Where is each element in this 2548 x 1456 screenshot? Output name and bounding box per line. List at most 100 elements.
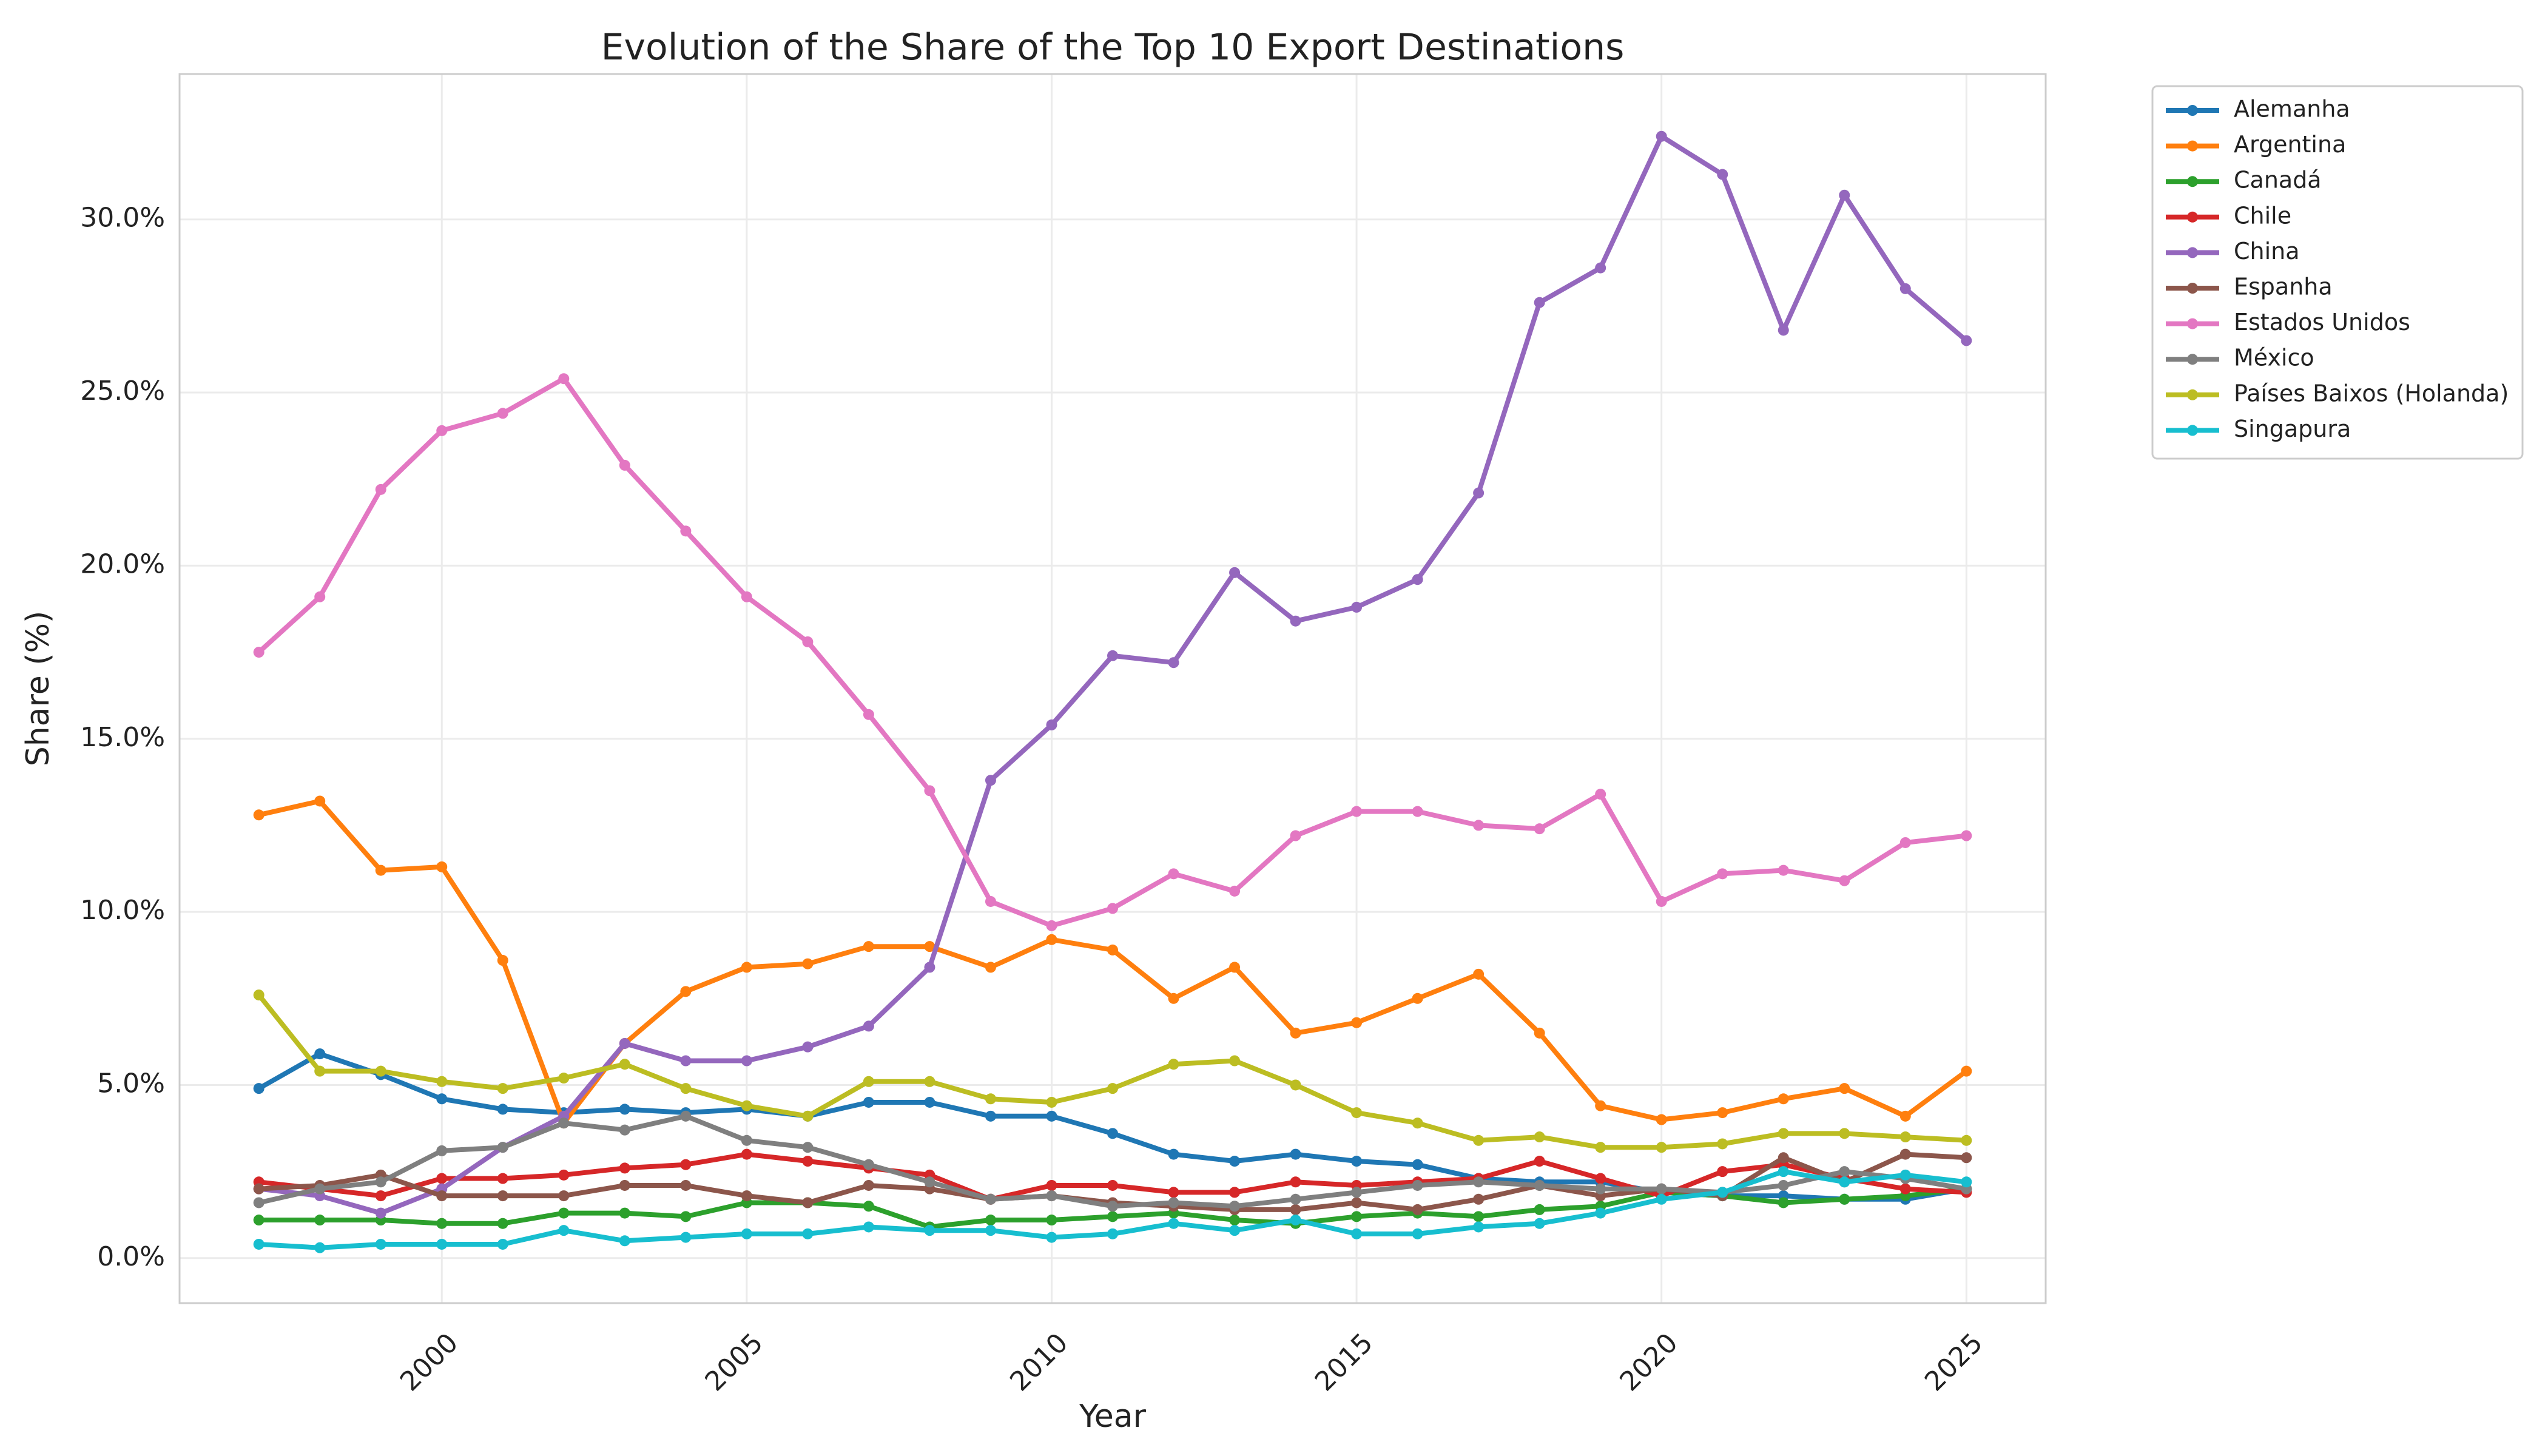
y-tick-label: 15.0% xyxy=(80,722,165,753)
data-point xyxy=(985,962,996,973)
legend: Alemanha Argentina Canadá Chile China Espanha… xyxy=(2151,85,2524,460)
data-point xyxy=(1778,1093,1789,1105)
legend-label: México xyxy=(2234,345,2314,371)
data-point xyxy=(558,1207,570,1219)
data-point xyxy=(1229,1201,1241,1212)
data-point xyxy=(1351,601,1363,613)
data-point xyxy=(1107,903,1118,914)
data-point xyxy=(436,1218,448,1229)
data-point xyxy=(1412,1159,1423,1170)
chart-title: Evolution of the Share of the Top 10 Exp… xyxy=(601,26,1625,69)
data-point xyxy=(619,1235,630,1247)
data-point xyxy=(375,1238,386,1250)
data-point xyxy=(863,1159,874,1170)
data-point xyxy=(985,1193,996,1205)
data-point xyxy=(741,962,752,973)
data-point xyxy=(497,1173,508,1184)
data-point xyxy=(436,1173,448,1184)
data-point xyxy=(1899,1131,1911,1143)
legend-item: China xyxy=(2166,238,2300,265)
data-point xyxy=(436,1145,448,1156)
data-point xyxy=(1961,1176,1972,1188)
data-point xyxy=(1229,1156,1241,1167)
legend-label: Singapura xyxy=(2234,416,2351,442)
legend-swatch-marker xyxy=(2187,105,2198,116)
data-point xyxy=(1595,262,1606,274)
data-point xyxy=(436,1093,448,1105)
data-point xyxy=(802,636,814,647)
data-point xyxy=(1717,868,1728,880)
y-tick-label: 30.0% xyxy=(80,203,165,234)
data-point xyxy=(1168,1197,1179,1208)
data-point xyxy=(741,1055,752,1067)
data-point xyxy=(1290,1176,1301,1188)
data-point xyxy=(1839,189,1850,201)
legend-swatch-marker xyxy=(2187,140,2198,152)
data-point xyxy=(1899,837,1911,848)
data-point xyxy=(619,1124,630,1136)
data-point xyxy=(497,1142,508,1153)
data-point xyxy=(680,1232,692,1243)
data-point xyxy=(558,373,570,385)
data-point xyxy=(1595,1142,1606,1153)
data-point xyxy=(1412,806,1423,817)
data-point xyxy=(1107,1083,1118,1094)
data-point xyxy=(1961,1065,1972,1077)
data-point xyxy=(1046,1179,1057,1191)
data-point xyxy=(741,1148,752,1160)
data-point xyxy=(1046,1110,1057,1122)
data-point xyxy=(1595,1100,1606,1111)
data-point xyxy=(680,1083,692,1094)
data-point xyxy=(375,864,386,876)
data-point xyxy=(985,895,996,907)
data-point xyxy=(497,408,508,419)
data-point xyxy=(680,1159,692,1170)
data-point xyxy=(1046,719,1057,730)
data-point xyxy=(619,1037,630,1049)
data-point xyxy=(1778,325,1789,336)
data-point xyxy=(497,1238,508,1250)
data-point xyxy=(1839,1176,1850,1188)
data-point xyxy=(1656,1142,1667,1153)
data-point xyxy=(1351,1187,1363,1198)
plot-area xyxy=(178,73,2047,1304)
data-point xyxy=(1839,1083,1850,1094)
data-point xyxy=(924,785,935,797)
data-point xyxy=(1412,1117,1423,1129)
series-lines xyxy=(253,130,1972,1253)
series-argentina xyxy=(253,795,1972,1129)
data-point xyxy=(619,1162,630,1174)
data-point xyxy=(924,962,935,973)
legend-label: Espanha xyxy=(2234,274,2333,300)
data-point xyxy=(1107,944,1118,956)
data-point xyxy=(1717,1187,1728,1198)
series-paises-baixos-holanda xyxy=(253,989,1972,1153)
y-tick-label: 10.0% xyxy=(80,895,165,926)
data-point xyxy=(1290,1204,1301,1215)
data-point xyxy=(1656,1183,1667,1195)
data-point xyxy=(1229,962,1241,973)
data-point xyxy=(1473,1221,1485,1233)
data-point xyxy=(619,1179,630,1191)
data-point xyxy=(436,1190,448,1202)
data-point xyxy=(253,1238,265,1250)
data-point xyxy=(1107,1228,1118,1239)
data-point xyxy=(1290,615,1301,627)
data-point xyxy=(1229,567,1241,578)
data-point xyxy=(1656,895,1667,907)
legend-item: Canadá xyxy=(2166,167,2322,194)
legend-label: Estados Unidos xyxy=(2234,309,2410,335)
legend-item: Estados Unidos xyxy=(2166,309,2410,335)
data-point xyxy=(314,795,326,807)
data-point xyxy=(1778,1197,1789,1208)
legend-item: Argentina xyxy=(2166,131,2346,158)
data-point xyxy=(863,1179,874,1191)
data-point xyxy=(497,1218,508,1229)
data-point xyxy=(253,1083,265,1094)
legend-item: Espanha xyxy=(2166,274,2333,300)
data-point xyxy=(1595,1207,1606,1219)
data-point xyxy=(1595,1183,1606,1195)
data-point xyxy=(619,1207,630,1219)
data-point xyxy=(314,1183,326,1195)
data-point xyxy=(375,1176,386,1188)
